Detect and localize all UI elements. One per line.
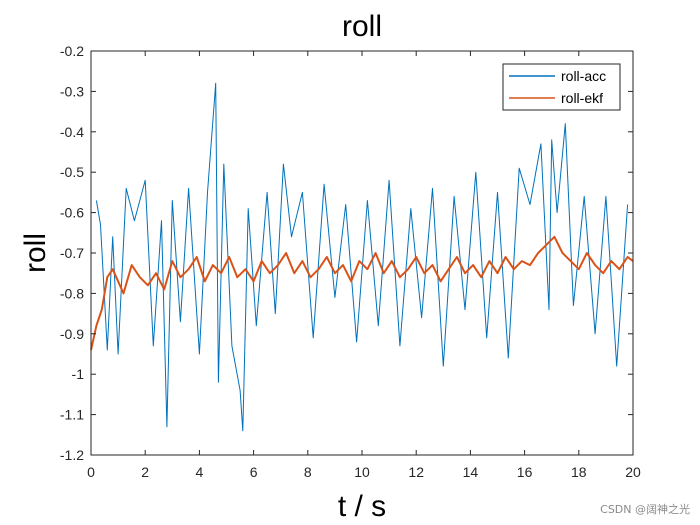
x-tick-label: 8	[304, 464, 312, 480]
x-tick-label: 16	[517, 464, 533, 480]
x-tick-label: 4	[196, 464, 204, 480]
y-tick-label: -0.5	[60, 164, 84, 180]
x-tick-label: 18	[571, 464, 587, 480]
x-tick-label: 0	[87, 464, 95, 480]
plot-area	[91, 51, 633, 455]
legend-box	[502, 63, 621, 111]
y-tick-label: -0.2	[60, 43, 84, 59]
y-axis-label: roll	[19, 233, 52, 273]
y-tick-label: -0.8	[60, 285, 84, 301]
y-tick-label: -0.9	[60, 326, 84, 342]
x-tick-label: 12	[408, 464, 424, 480]
x-tick-label: 14	[463, 464, 479, 480]
legend-label-roll-acc: roll-acc	[561, 68, 606, 84]
x-tick-label: 6	[250, 464, 258, 480]
y-tick-label: -0.7	[60, 245, 84, 261]
series-line-roll-acc	[95, 82, 629, 432]
y-tick-label: -1	[72, 366, 85, 382]
chart-title: roll	[342, 10, 382, 43]
ticks-layer: 0 2 4 6 8 10 12 14 16 18 20 -1.2 -1.1 -1 -0.9 -0.8 -0.7 -…	[60, 43, 641, 480]
x-tick-label: 10	[354, 464, 370, 480]
y-tick-label: -1.1	[60, 407, 84, 423]
y-tick-label: -0.4	[60, 124, 84, 140]
series-line-roll-ekf	[90, 235, 634, 351]
series-layer	[90, 82, 634, 432]
x-axis-label: t / s	[338, 490, 386, 523]
y-tick-label: -1.2	[60, 447, 84, 463]
x-tick-label: 2	[141, 464, 149, 480]
y-tick-label: -0.3	[60, 83, 84, 99]
legend: roll-acc roll-ekf	[502, 63, 621, 111]
legend-label-roll-ekf: roll-ekf	[561, 90, 603, 106]
y-tick-label: -0.6	[60, 205, 84, 221]
watermark: CSDN @阔神之光	[600, 503, 690, 516]
x-tick-label: 20	[625, 464, 641, 480]
